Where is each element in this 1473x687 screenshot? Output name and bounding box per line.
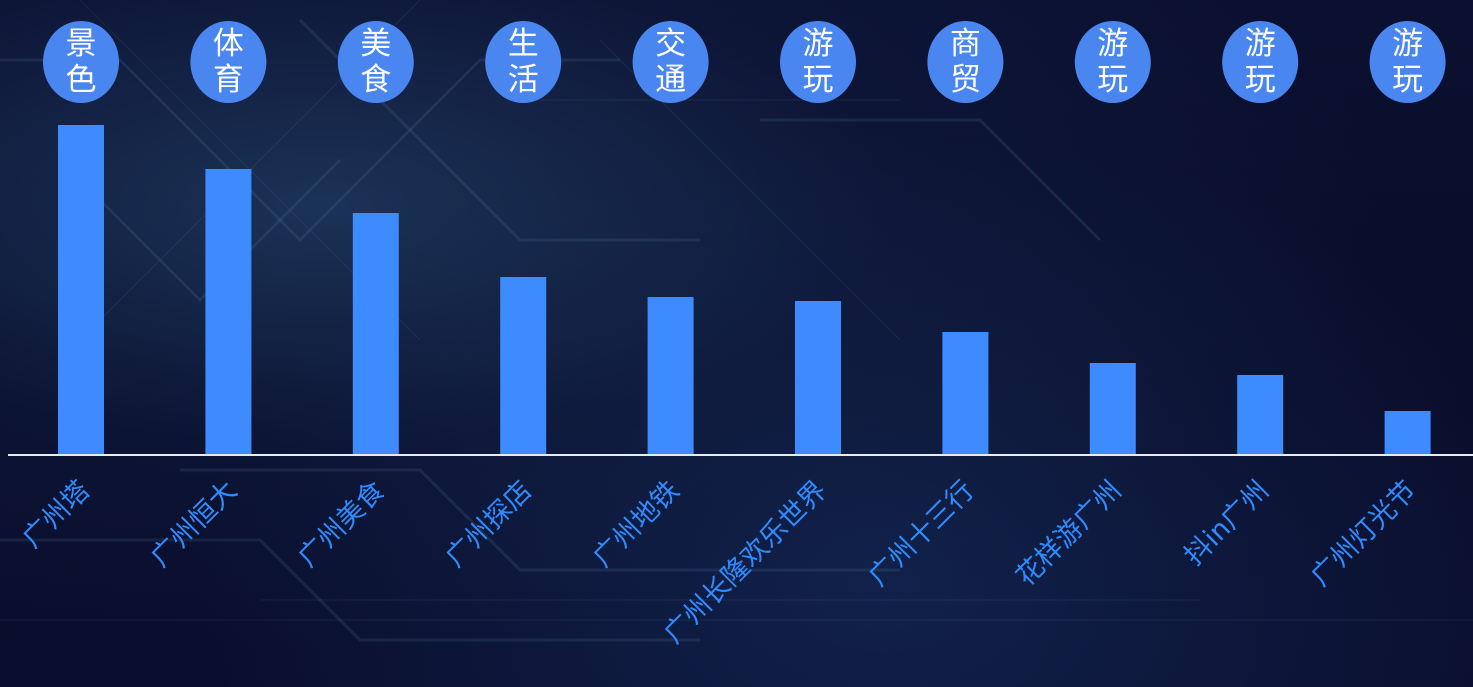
- tag-badge-char: 食: [360, 62, 391, 98]
- x-tick-label-1: 广州塔: [17, 475, 96, 554]
- tag-badge-char: 体: [213, 26, 244, 62]
- tag-badge-1: 景色: [43, 21, 119, 103]
- bar-7: [942, 332, 989, 455]
- x-tick-label-5: 广州地铁: [587, 475, 685, 573]
- x-tick-label-9: 抖in广州: [1179, 475, 1276, 572]
- bar-6: [795, 301, 841, 455]
- tag-badge-char: 通: [655, 62, 686, 98]
- bar-5: [647, 297, 694, 455]
- tag-badge-7: 商贸: [927, 21, 1004, 103]
- tag-badge-char: 游: [1392, 26, 1423, 62]
- tag-badge-8: 游玩: [1074, 21, 1151, 103]
- tag-badge-char: 玩: [1245, 62, 1276, 98]
- tag-badge-char: 生: [508, 26, 539, 62]
- tag-badge-10: 游玩: [1369, 21, 1446, 103]
- tag-badge-char: 玩: [1392, 62, 1423, 98]
- bars: [58, 125, 1431, 455]
- x-tick-label-2: 广州恒大: [145, 475, 243, 573]
- tag-badge-char: 游: [803, 26, 834, 62]
- tag-badge-4: 生活: [485, 21, 562, 103]
- tag-badge-circle: [43, 21, 119, 103]
- bar-2: [205, 169, 252, 455]
- bar-10: [1384, 411, 1431, 455]
- x-tick-label-10: 广州灯光节: [1305, 475, 1422, 592]
- tag-badge-circle: [927, 21, 1004, 103]
- tag-badge-circle: [780, 21, 856, 103]
- tag-badge-9: 游玩: [1222, 21, 1299, 103]
- bar-4: [500, 277, 547, 455]
- tag-badge-char: 游: [1245, 26, 1276, 62]
- x-tick-label-8: 花样游广州: [1010, 475, 1127, 592]
- x-tick-label-6: 广州长隆欢乐世界: [658, 475, 833, 650]
- bar-3: [352, 213, 399, 455]
- x-tick-label-7: 广州十三行: [863, 475, 980, 592]
- tag-badge-circle: [337, 21, 414, 103]
- bar-8: [1089, 363, 1136, 455]
- tag-badge-char: 玩: [1097, 62, 1128, 98]
- tag-badge-circle: [1222, 21, 1299, 103]
- tag-badge-circle: [485, 21, 562, 103]
- x-tick-label-4: 广州探店: [440, 475, 538, 573]
- tag-badge-5: 交通: [632, 21, 709, 103]
- tag-badge-char: 色: [66, 62, 97, 98]
- tag-badge-circle: [190, 21, 267, 103]
- tag-badge-2: 体育: [190, 21, 267, 103]
- tag-badge-char: 贸: [950, 62, 981, 98]
- tag-badge-circle: [1074, 21, 1151, 103]
- tag-badge-char: 游: [1097, 26, 1128, 62]
- tag-badge-char: 美: [360, 26, 391, 62]
- tag-badge-char: 商: [950, 26, 981, 62]
- tag-badge-6: 游玩: [780, 21, 856, 103]
- tag-badge-circle: [1369, 21, 1446, 103]
- x-tick-label-3: 广州美食: [292, 475, 390, 573]
- tag-badge-char: 交: [655, 26, 686, 62]
- bar-1: [58, 125, 104, 455]
- bar-9: [1237, 375, 1284, 455]
- tag-badge-circle: [632, 21, 709, 103]
- tag-badge-char: 玩: [803, 62, 834, 98]
- tag-badge-char: 活: [508, 62, 539, 98]
- tag-badge-char: 育: [213, 62, 244, 98]
- tag-badge-3: 美食: [337, 21, 414, 103]
- tag-badge-char: 景: [66, 26, 97, 62]
